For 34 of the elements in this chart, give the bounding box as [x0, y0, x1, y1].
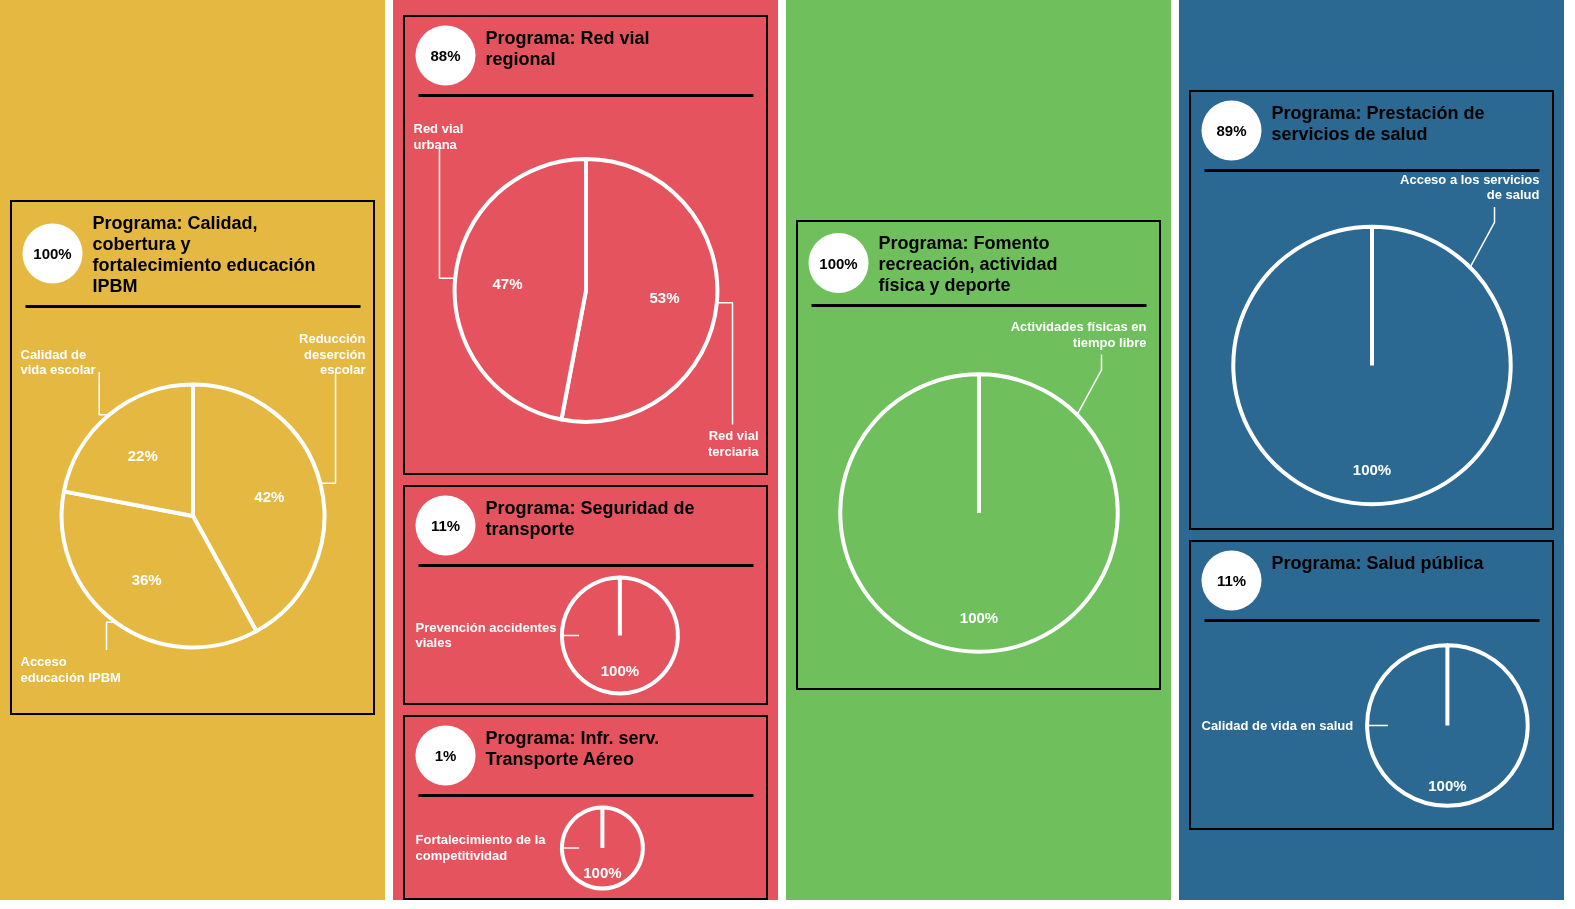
data-label: 22% — [127, 446, 158, 464]
slice-label: Red vial urbana — [413, 121, 464, 152]
text: 11% — [1216, 572, 1247, 589]
slice-label: Prevención accidentes viales — [415, 619, 557, 651]
data-label: 100% — [600, 661, 640, 679]
text: 100% — [819, 254, 858, 272]
text: 11% — [430, 517, 461, 534]
slice-label: Actividades físicas en tiempo libre — [1010, 319, 1147, 350]
text: 100% — [33, 245, 72, 262]
data-label: 42% — [254, 487, 285, 505]
text: 88% — [430, 47, 461, 64]
slice-label: Red vial terciaria — [707, 428, 760, 460]
data-label: 100% — [1352, 461, 1392, 479]
data-label: 36% — [131, 571, 162, 589]
slice-label: Reducción deserción escolar — [299, 331, 366, 378]
chart-title: Programa: Red vial regional — [485, 27, 650, 69]
data-label: 100% — [959, 608, 999, 626]
slice-label: Acceso educación IPBM — [20, 653, 121, 685]
data-label: 53% — [649, 289, 680, 307]
chart-title: Programa: Fomento recreación, actividad física y deporte — [878, 232, 1058, 295]
slice-label: Calidad de vida escolar — [20, 346, 96, 378]
data-label: 47% — [492, 274, 523, 292]
legend-label: Fortalecimiento de la competitividad — [415, 832, 547, 863]
slice-label: Acceso a los servicios de salud — [1400, 171, 1540, 203]
data-label: 100% — [583, 863, 622, 881]
text: 1% — [434, 747, 457, 764]
chart-title: Programa: Calidad, cobertura y fortalecimiento educación IPBM — [92, 212, 316, 296]
slice-label: Calidad de vida en salud — [1201, 717, 1354, 733]
chart-title: Programa: Seguridad de transporte — [485, 497, 695, 539]
chart-title: Programa: Prestación de servicios de salud — [1271, 102, 1485, 144]
chart-title: Programa: Salud pública — [1271, 552, 1485, 573]
chart-title: Programa: Infr. serv. Transporte Aéreo — [485, 727, 660, 769]
data-label: 100% — [1428, 777, 1467, 795]
text: 89% — [1216, 122, 1247, 139]
